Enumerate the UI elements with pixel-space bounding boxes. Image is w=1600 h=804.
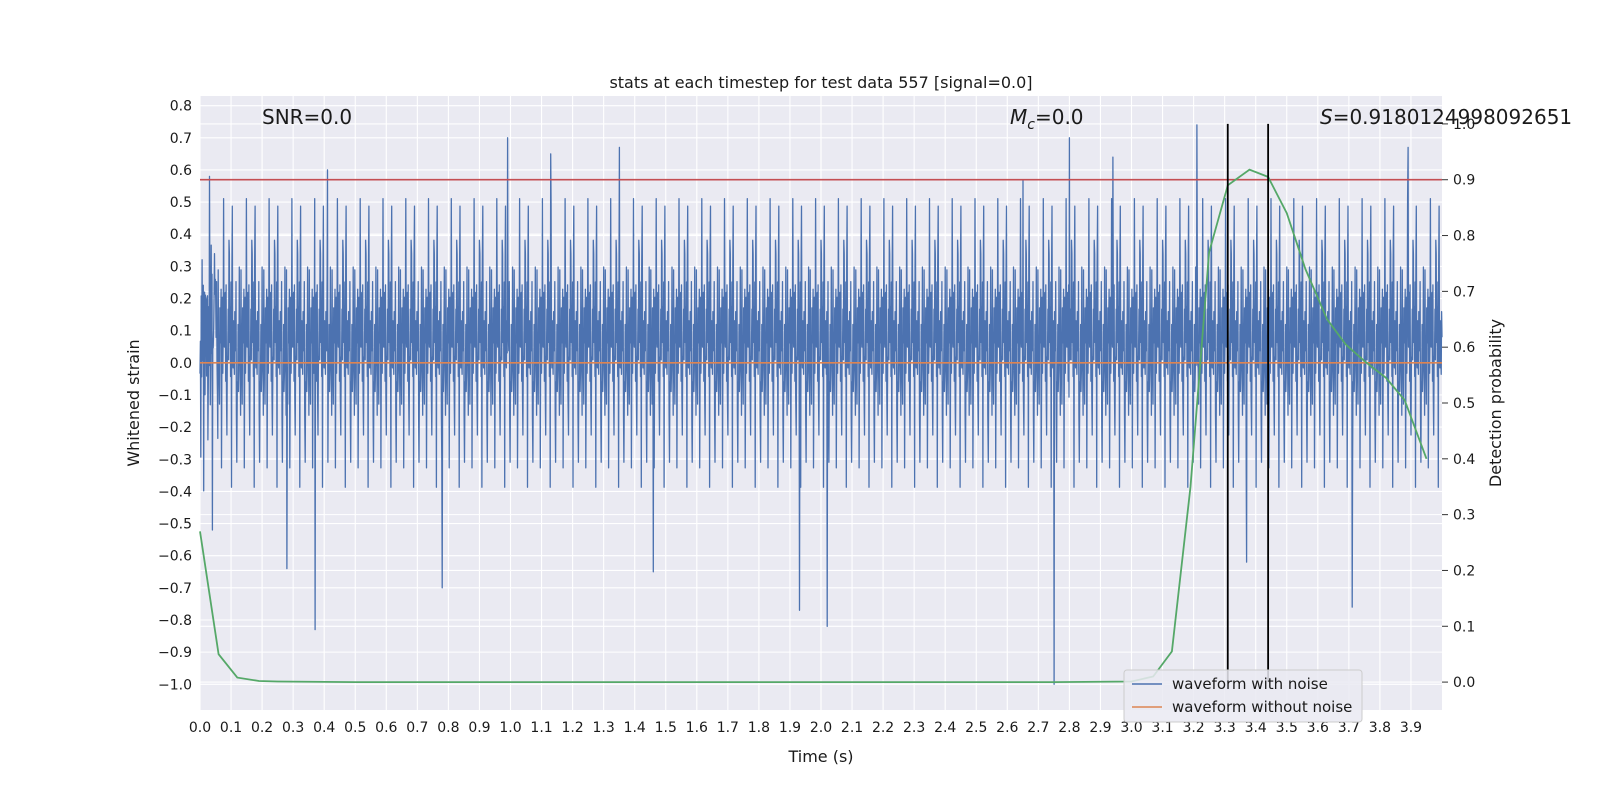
y-right-tick-label: 0.6 <box>1453 340 1475 356</box>
noise-waveform-line <box>199 124 1443 685</box>
x-tick-label: 3.7 <box>1338 720 1360 736</box>
score-value: =0.9180124998092651 <box>1333 105 1572 129</box>
chart-title: stats at each timestep for test data 557… <box>609 73 1032 92</box>
x-tick-label: 2.3 <box>903 720 925 736</box>
legend-box <box>1123 669 1363 723</box>
chirp-mass-annotation: Mc=0.0 <box>1010 105 1084 133</box>
x-tick-label: 0.7 <box>406 720 428 736</box>
x-tick-label: 3.8 <box>1369 720 1391 736</box>
x-tick-label: 3.3 <box>1214 720 1236 736</box>
y-tick-label: 0.4 <box>170 227 192 243</box>
y-tick-label: 0.6 <box>170 163 192 179</box>
y-tick-label: −0.5 <box>158 517 192 533</box>
chirp-mass-value: =0.0 <box>1035 105 1084 129</box>
y-tick-label: 0.7 <box>170 131 192 147</box>
x-tick-label: 2.4 <box>934 720 956 736</box>
y-right-tick-label: 0.1 <box>1453 619 1475 635</box>
y-tick-label: 0.2 <box>170 292 192 308</box>
y-axis-right-ticks: 1.0 0.9 0.8 0.7 0.6 0.5 0.4 0.3 0.2 0.1 0.0 <box>1442 117 1475 691</box>
y-tick-label: 0.1 <box>170 324 192 340</box>
x-tick-label: 0.6 <box>375 720 397 736</box>
waveform-with-noise-series <box>199 124 1443 685</box>
y-tick-label: −0.1 <box>158 388 192 404</box>
chirp-mass-symbol: M <box>1010 105 1027 129</box>
y-tick-label: −1.0 <box>158 677 192 693</box>
y-tick-label: −0.3 <box>158 452 192 468</box>
x-tick-label: 0.2 <box>251 720 273 736</box>
x-tick-label: 2.0 <box>810 720 832 736</box>
y-tick-label: −0.4 <box>158 484 192 500</box>
x-tick-label: 3.4 <box>1245 720 1267 736</box>
y-right-tick-label: 0.4 <box>1453 452 1475 468</box>
x-tick-label: 1.3 <box>593 720 615 736</box>
x-axis-ticks: 0.0 0.1 0.2 0.3 0.4 0.5 0.6 0.7 0.8 0.9 1.0 1.1 1.2 1… <box>189 720 1422 736</box>
x-tick-label: 1.6 <box>686 720 708 736</box>
y-tick-label: −0.7 <box>158 581 192 597</box>
y-right-tick-label: 0.5 <box>1453 396 1475 412</box>
vertical-markers <box>1226 123 1270 683</box>
y-tick-label: −0.9 <box>158 645 192 661</box>
x-tick-label: 1.9 <box>779 720 801 736</box>
detection-probability-line <box>199 168 1428 683</box>
x-tick-label: 2.8 <box>1058 720 1080 736</box>
detection-probability-series <box>199 168 1428 683</box>
x-tick-label: 3.6 <box>1307 720 1329 736</box>
y-axis-ticks: 0.8 0.7 0.6 0.5 0.4 0.3 0.2 0.1 0.0 −0.1 −0.2 −0.3 −… <box>158 99 192 694</box>
x-tick-label: 2.5 <box>965 720 987 736</box>
legend-label-clean: waveform without noise <box>1172 698 1352 716</box>
x-tick-label: 3.5 <box>1276 720 1298 736</box>
x-axis-label: Time (s) <box>787 747 853 766</box>
x-tick-label: 1.7 <box>717 720 739 736</box>
x-tick-label: 3.9 <box>1400 720 1422 736</box>
x-tick-label: 1.8 <box>748 720 770 736</box>
legend-label-noise: waveform with noise <box>1172 675 1328 693</box>
x-tick-label: 0.9 <box>468 720 490 736</box>
x-tick-label: 0.4 <box>313 720 335 736</box>
x-tick-label: 2.1 <box>841 720 863 736</box>
chirp-mass-subscript: c <box>1027 117 1035 133</box>
x-tick-label: 1.0 <box>499 720 521 736</box>
score-symbol: S <box>1320 105 1333 129</box>
x-tick-label: 2.6 <box>996 720 1018 736</box>
y-right-tick-label: 0.3 <box>1453 508 1475 524</box>
y-tick-label: 0.8 <box>170 99 192 115</box>
y-tick-label: 0.0 <box>170 356 192 372</box>
x-tick-label: 3.1 <box>1151 720 1173 736</box>
y-tick-label: −0.2 <box>158 420 192 436</box>
y-right-tick-label: 0.8 <box>1453 229 1475 245</box>
y-right-tick-label: 0.7 <box>1453 284 1475 300</box>
x-tick-label: 0.0 <box>189 720 211 736</box>
x-tick-label: 0.8 <box>437 720 459 736</box>
y-tick-label: 0.5 <box>170 195 192 211</box>
legend: waveform with noise waveform without noi… <box>1123 669 1363 723</box>
y-right-tick-label: 1.0 <box>1453 117 1475 133</box>
x-tick-label: 1.1 <box>530 720 552 736</box>
x-tick-label: 2.2 <box>872 720 894 736</box>
x-tick-label: 2.9 <box>1089 720 1111 736</box>
x-tick-label: 1.4 <box>624 720 646 736</box>
x-tick-label: 1.2 <box>561 720 583 736</box>
x-tick-label: 1.5 <box>655 720 677 736</box>
y-tick-label: −0.6 <box>158 549 192 565</box>
x-tick-label: 3.2 <box>1182 720 1204 736</box>
x-tick-label: 3.0 <box>1120 720 1142 736</box>
x-tick-label: 0.5 <box>344 720 366 736</box>
x-tick-label: 2.7 <box>1027 720 1049 736</box>
y-right-tick-label: 0.2 <box>1453 563 1475 579</box>
score-annotation: S=0.9180124998092651 <box>1320 105 1572 129</box>
y-axis-right-label: Detection probability <box>1486 319 1505 487</box>
y-axis-label: Whitened strain <box>124 339 143 466</box>
y-tick-label: 0.3 <box>170 259 192 275</box>
x-tick-label: 0.1 <box>220 720 242 736</box>
y-right-tick-label: 0.0 <box>1453 675 1475 691</box>
snr-annotation: SNR=0.0 <box>262 105 352 129</box>
y-right-tick-label: 0.9 <box>1453 173 1475 189</box>
x-tick-label: 0.3 <box>282 720 304 736</box>
y-tick-label: −0.8 <box>158 613 192 629</box>
